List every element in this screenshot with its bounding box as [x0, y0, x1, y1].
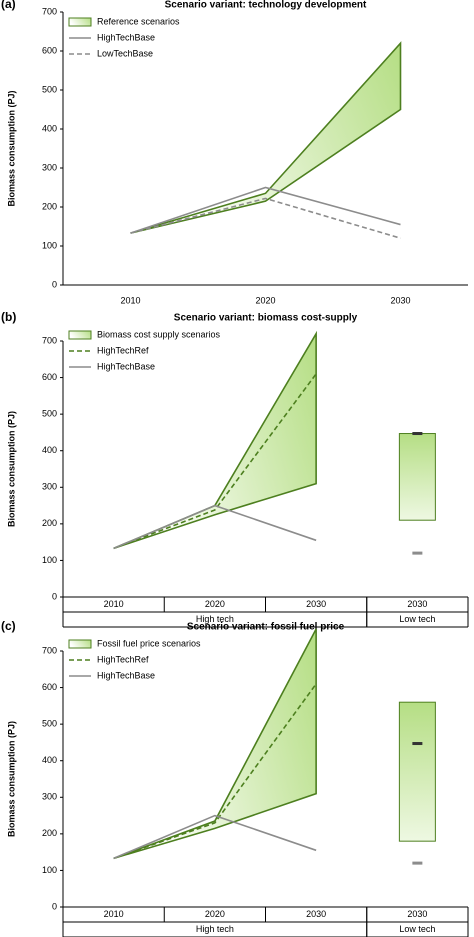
chart-title: Scenario variant: fossil fuel price — [187, 622, 345, 633]
panel-label: (b) — [1, 310, 16, 324]
y-tick-label: 300 — [42, 162, 57, 172]
y-tick-label: 200 — [42, 828, 57, 838]
legend-swatch — [68, 639, 92, 649]
x-tick-label: 2010 — [104, 909, 124, 919]
y-tick-label: 500 — [42, 409, 57, 419]
y-tick-label: 300 — [42, 792, 57, 802]
y-tick-label: 100 — [42, 555, 57, 565]
series-line — [113, 814, 317, 860]
y-axis-label: Biomass consumption (PJ) — [6, 411, 16, 527]
y-tick-label: 0 — [52, 901, 57, 911]
chart-title: Scenario variant: biomass cost-supply — [174, 313, 358, 324]
series-marker — [412, 861, 423, 865]
chart-title: Scenario variant: technology development — [165, 0, 367, 11]
y-tick-label: 0 — [52, 591, 57, 601]
legend-swatch — [68, 17, 92, 27]
legend-label: HighTechBase — [97, 361, 155, 371]
x-tick-label: 2030 — [390, 295, 410, 305]
legend-label: HighTechRef — [97, 654, 149, 664]
y-tick-label: 0 — [52, 279, 57, 289]
series-marker — [412, 551, 423, 555]
y-axis-label: Biomass consumption (PJ) — [6, 721, 16, 837]
x-tick-label: 2020 — [255, 295, 275, 305]
y-tick-label: 400 — [42, 445, 57, 455]
group-label: High tech — [196, 924, 234, 934]
group-label: Low tech — [399, 924, 435, 934]
group-label: High tech — [196, 614, 234, 624]
y-tick-label: 300 — [42, 482, 57, 492]
scenario-band — [130, 41, 402, 234]
x-tick-label: 2020 — [205, 599, 225, 609]
scenario-range-box — [398, 433, 436, 521]
legend-swatch — [68, 330, 92, 340]
x-tick-label: 2030 — [407, 909, 427, 919]
series-line — [113, 683, 317, 860]
series-line — [130, 186, 401, 234]
series-marker — [412, 432, 423, 436]
y-tick-label: 100 — [42, 240, 57, 250]
y-axis-label: Biomass consumption (PJ) — [6, 90, 16, 206]
legend-label: HighTechBase — [97, 32, 155, 42]
series-line — [113, 504, 317, 550]
series-line — [130, 197, 401, 239]
series-line — [113, 373, 317, 550]
y-tick-label: 400 — [42, 123, 57, 133]
legend-label: Biomass cost supply scenarios — [97, 329, 221, 339]
x-tick-label: 2030 — [306, 599, 326, 609]
group-label: Low tech — [399, 614, 435, 624]
legend-label: HighTechBase — [97, 670, 155, 680]
y-tick-label: 200 — [42, 518, 57, 528]
series-marker — [412, 742, 423, 746]
x-tick-label: 2010 — [104, 599, 124, 609]
y-tick-label: 700 — [42, 6, 57, 16]
legend-label: Fossil fuel price scenarios — [97, 638, 201, 648]
y-tick-label: 600 — [42, 45, 57, 55]
y-tick-label: 600 — [42, 372, 57, 382]
scenario-band — [113, 628, 317, 860]
y-tick-label: 700 — [42, 335, 57, 345]
y-tick-label: 200 — [42, 201, 57, 211]
panel-label: (a) — [1, 0, 16, 11]
x-tick-label: 2020 — [205, 909, 225, 919]
x-tick-label: 2030 — [407, 599, 427, 609]
y-tick-label: 100 — [42, 865, 57, 875]
y-tick-label: 700 — [42, 645, 57, 655]
y-tick-label: 400 — [42, 755, 57, 765]
y-tick-label: 500 — [42, 84, 57, 94]
legend-label: HighTechRef — [97, 345, 149, 355]
scenario-range-box — [398, 701, 436, 842]
y-tick-label: 500 — [42, 719, 57, 729]
y-tick-label: 600 — [42, 682, 57, 692]
x-tick-label: 2030 — [306, 909, 326, 919]
legend-label: LowTechBase — [97, 48, 153, 58]
legend-label: Reference scenarios — [97, 16, 180, 26]
panel-label: (c) — [1, 619, 16, 633]
x-tick-label: 2010 — [120, 295, 140, 305]
